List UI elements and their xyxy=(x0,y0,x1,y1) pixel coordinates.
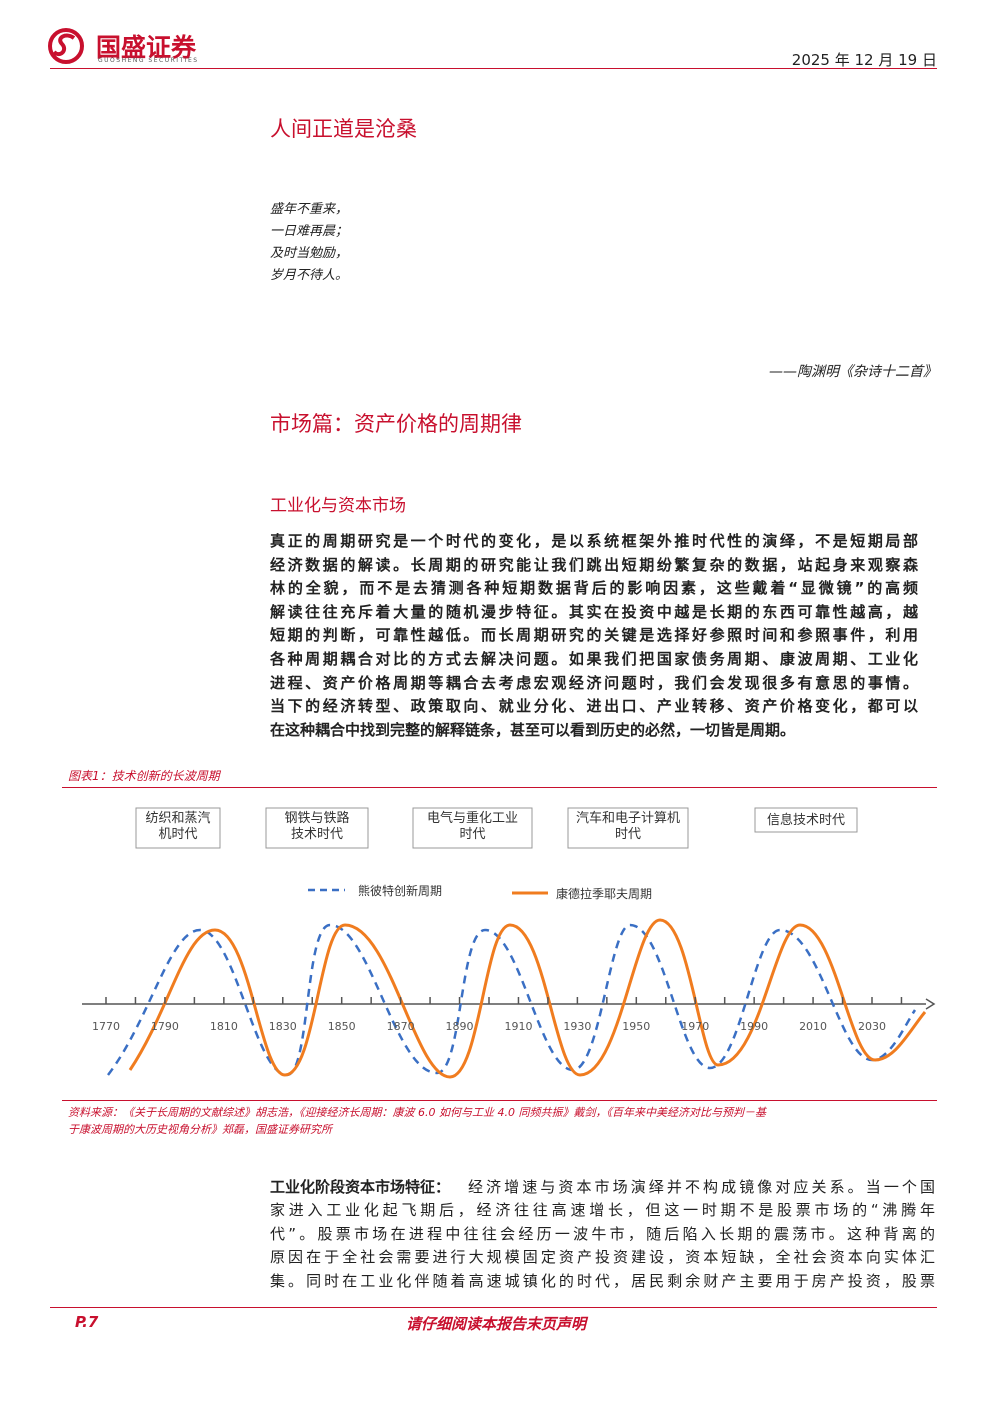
footer-notice: 请仔细阅读本报告末页声明 xyxy=(405,1315,586,1333)
attribution: ——陶渊明《杂诗十二首》 xyxy=(769,364,937,380)
era-box xyxy=(567,807,689,849)
logo-icon xyxy=(48,28,84,64)
paragraph-lead: 工业化阶段资本市场特征： xyxy=(270,1178,451,1196)
era-box xyxy=(135,807,221,849)
paragraph-line: 经济数据的解读。长周期的研究能让我们跳出短期纷繁复杂的数据，站起身来观察森 xyxy=(270,555,918,574)
brand-en: GUOSHENG SECURITIES xyxy=(98,57,199,64)
epigraph-title: 人间正道是沧桑 xyxy=(270,117,417,141)
paragraph-line: 进程、资产价格周期等耦合去考虑宏观经济问题时，我们会发现很多有意思的事情。 xyxy=(270,673,918,692)
paragraph-line: 原因在于全社会需要进行大规模固定资产投资建设，资本短缺，全社会资本向实体汇 xyxy=(270,1248,935,1267)
page-number: P.7 xyxy=(75,1313,99,1331)
axis-label: 2010 xyxy=(799,1020,827,1033)
era-label: 时代 xyxy=(459,827,485,842)
era-label: 电气与重化工业 xyxy=(427,810,518,826)
source-line: 资料来源：《关于长周期的文献综述》胡志浩，《迎接经济长周期：康波 6.0 如何与… xyxy=(68,1106,766,1119)
era-box xyxy=(754,807,858,833)
era-label: 钢铁与铁路 xyxy=(284,810,349,826)
paragraph-line: 在这种耦合中找到完整的解释链条，甚至可以看到历史的必然，一切皆是周期。 xyxy=(270,720,796,739)
axis-label: 1970 xyxy=(681,1020,709,1033)
brand: 国盛证券 xyxy=(96,33,197,62)
section-subtitle: 工业化与资本市场 xyxy=(270,496,406,516)
axis-label: 1890 xyxy=(446,1020,474,1033)
kondratiev-curve xyxy=(128,918,927,1079)
figure-rule xyxy=(62,787,937,788)
poem-line: 岁月不待人。 xyxy=(270,268,349,283)
paragraph-line: 当下的经济转型、政策取向、就业分化、进出口、产业转移、资产价格变化，都可以 xyxy=(270,697,918,716)
axis-label: 1870 xyxy=(387,1020,415,1033)
paragraph-line: 经济增速与资本市场演绎并不构成镜像对应关系。当一个国 xyxy=(468,1178,935,1196)
axis-label: 1850 xyxy=(328,1020,356,1033)
footer-rule xyxy=(50,1307,937,1308)
axis-label: 1770 xyxy=(92,1020,120,1033)
paragraph-line: 短期的判断，可靠性越低。而长周期研究的关键是选择好参照时间和参照事件，利用 xyxy=(270,626,918,645)
era-label: 汽车和电子计算机 xyxy=(576,810,680,826)
paragraph-line: 集。同时在工业化伴随着高速城镇化的时代，居民剩余财产主要用于房产投资，股票 xyxy=(270,1271,935,1290)
section-title: 市场篇：资产价格的周期律 xyxy=(270,412,522,436)
source-line: 于康波周期的大历史视角分析》郑磊，国盛证券研究所 xyxy=(68,1123,332,1136)
era-box xyxy=(412,807,533,849)
paragraph-line: 林的全貌，而不是去猜测各种短期数据背后的影响因素，这些戴着“显微镜”的高频 xyxy=(270,579,918,598)
header-rule xyxy=(50,68,937,69)
poem-line: 一日难再晨； xyxy=(270,224,349,239)
era-label: 机时代 xyxy=(158,827,197,842)
era-box xyxy=(265,807,369,849)
era-label: 技术时代 xyxy=(291,827,343,842)
era-label: 时代 xyxy=(615,827,641,842)
axis-label: 2030 xyxy=(858,1020,886,1033)
source-rule xyxy=(62,1100,937,1101)
axis-label: 1950 xyxy=(622,1020,650,1033)
figure: 纺织和蒸汽机时代钢铁与铁路技术时代电气与重化工业时代汽车和电子计算机时代信息技术… xyxy=(82,807,936,1079)
axis-label: 1910 xyxy=(504,1020,532,1033)
axis-label: 1830 xyxy=(269,1020,297,1033)
legend-label: 康德拉季耶夫周期 xyxy=(556,886,652,901)
axis-label: 1990 xyxy=(740,1020,768,1033)
date: 2025 年 12 月 19 日 xyxy=(791,51,937,69)
paragraph-line: 代”。股票市场在进程中往往会经历一波牛市，随后陷入长期的震荡市。这种背离的 xyxy=(270,1224,935,1243)
axis-label: 1810 xyxy=(210,1020,238,1033)
legend-label: 熊彼特创新周期 xyxy=(358,883,442,898)
paragraph-line: 各种周期耦合对比的方式去解决问题。如果我们把国家债务周期、康波周期、工业化 xyxy=(270,650,918,668)
schumpeter-curve xyxy=(107,923,917,1077)
axis-arrow xyxy=(925,998,936,1010)
figure-caption: 图表1：技术创新的长波周期 xyxy=(68,769,220,783)
paragraph-line: 家进入工业化起飞期后，经济往往高速增长，但这一时期不是股票市场的“沸腾年 xyxy=(270,1201,935,1220)
poem-line: 及时当勉励， xyxy=(270,246,349,261)
poem-line: 盛年不重来， xyxy=(270,202,349,217)
paragraph-line: 真正的周期研究是一个时代的变化，是以系统框架外推时代性的演绎，不是短期局部 xyxy=(270,532,918,550)
era-label: 信息技术时代 xyxy=(767,812,845,828)
axis-label: 1790 xyxy=(151,1020,179,1033)
paragraph-line: 解读往往充斥着大量的随机漫步特征。其实在投资中越是长期的东西可靠性越高，越 xyxy=(270,602,918,621)
era-label: 纺织和蒸汽 xyxy=(145,811,210,826)
axis-label: 1930 xyxy=(563,1020,591,1033)
